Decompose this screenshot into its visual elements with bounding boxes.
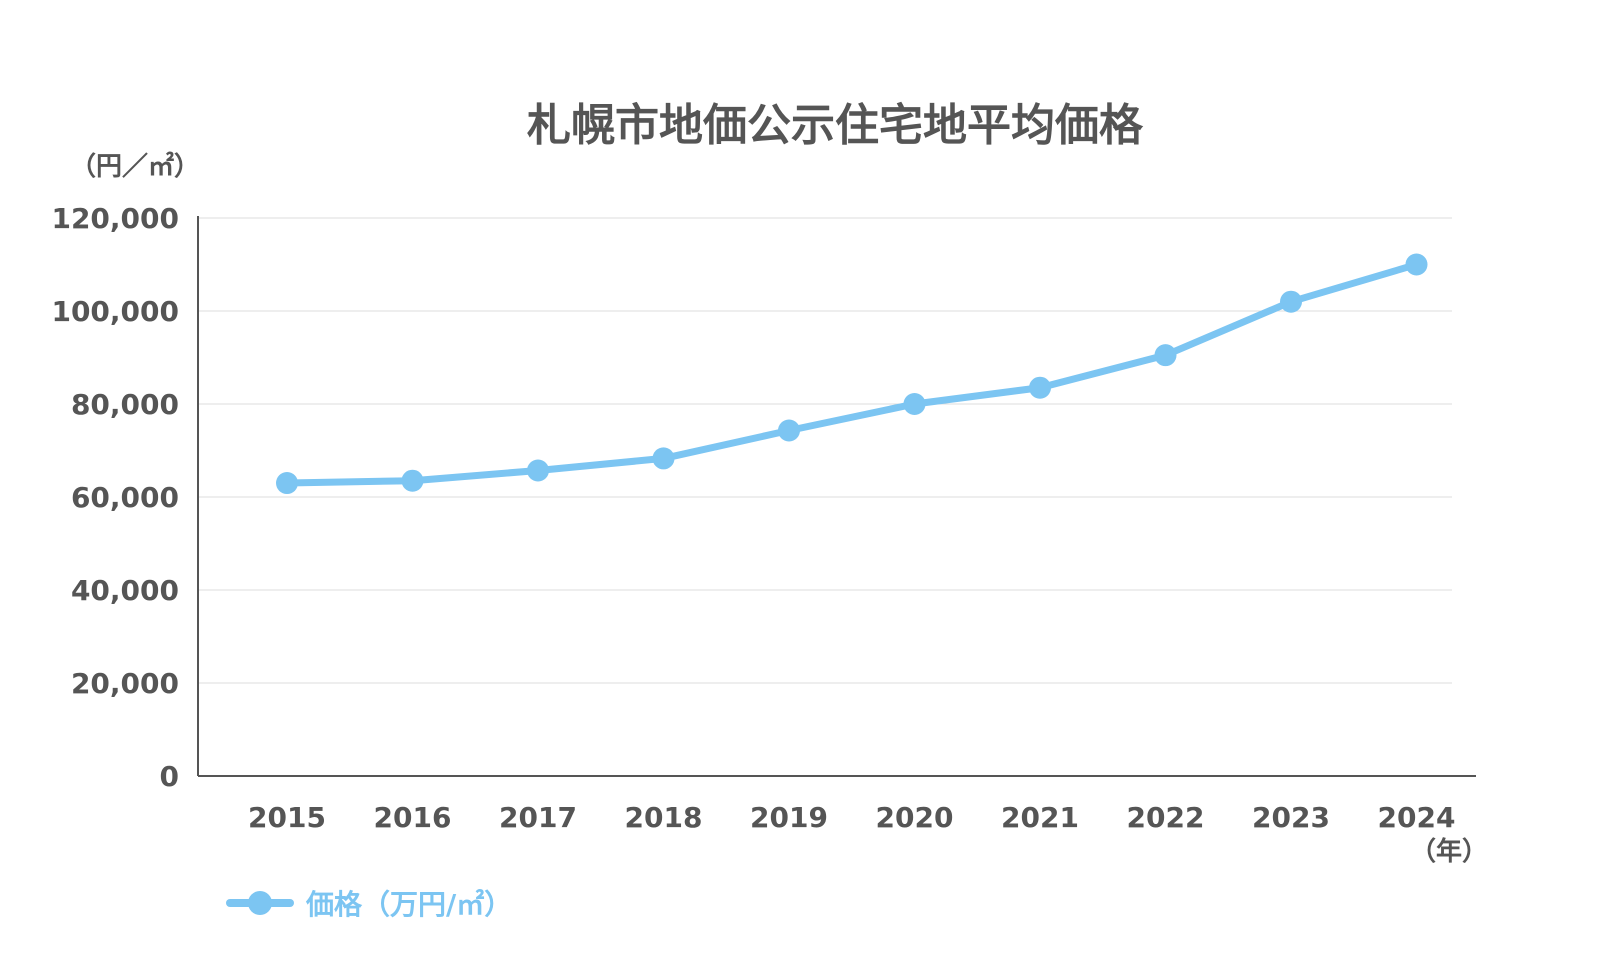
x-tick-labels: 2015 2016 2017 2018 2019 2020 2021 2022 2023 2024 xyxy=(248,801,1455,834)
grid-lines xyxy=(198,217,1452,684)
series-group xyxy=(276,253,1428,495)
data-point xyxy=(652,447,675,470)
x-tick-label: 2016 xyxy=(374,801,452,834)
legend-swatch-marker xyxy=(248,891,272,915)
data-point xyxy=(778,419,800,442)
data-point xyxy=(1280,290,1302,313)
y-tick-label: 80,000 xyxy=(71,388,179,421)
y-axis-unit-label: （円／㎡） xyxy=(70,151,200,182)
x-tick-label: 2018 xyxy=(625,801,703,834)
data-point xyxy=(527,459,549,482)
x-tick-label: 2022 xyxy=(1127,801,1205,834)
data-point xyxy=(401,469,424,492)
x-tick-label: 2024 xyxy=(1378,801,1456,834)
x-tick-label: 2023 xyxy=(1252,801,1330,834)
y-tick-label: 40,000 xyxy=(71,574,179,607)
y-tick-label: 0 xyxy=(160,760,179,793)
legend: 価格（万円/㎡） xyxy=(226,888,512,921)
y-tick-label: 100,000 xyxy=(51,295,179,328)
data-point xyxy=(276,472,298,495)
data-point xyxy=(1154,344,1177,367)
y-tick-labels: 0 20,000 40,000 60,000 80,000 100,000 120,000 xyxy=(51,202,179,793)
series-line xyxy=(283,261,1420,487)
axes xyxy=(197,216,1476,777)
chart-title: 札幌市地価公示住宅地平均価格 xyxy=(527,100,1144,151)
data-point xyxy=(903,393,926,415)
x-tick-label: 2017 xyxy=(499,801,577,834)
x-tick-label: 2015 xyxy=(248,801,326,834)
data-point xyxy=(1405,253,1428,276)
x-tick-label: 2020 xyxy=(876,801,954,834)
y-tick-label: 120,000 xyxy=(51,202,179,235)
data-point xyxy=(1029,376,1051,399)
x-tick-label: 2019 xyxy=(750,801,828,834)
y-tick-label: 60,000 xyxy=(71,481,179,514)
y-tick-label: 20,000 xyxy=(71,667,179,700)
x-tick-label: 2021 xyxy=(1001,801,1079,834)
legend-label: 価格（万円/㎡） xyxy=(305,888,512,921)
x-axis-unit-label: （年） xyxy=(1410,836,1488,867)
